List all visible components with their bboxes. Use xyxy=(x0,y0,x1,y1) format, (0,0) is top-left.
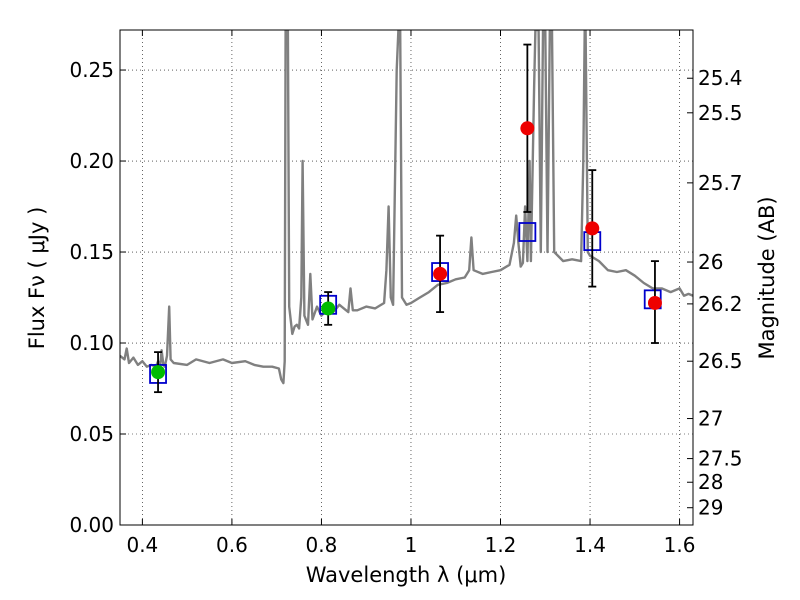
x-tick-label: 1.4 xyxy=(574,533,606,557)
y-tick-label: 0.20 xyxy=(69,149,114,173)
y2-tick-label: 28 xyxy=(698,470,723,494)
x-tick-label: 0.4 xyxy=(126,533,158,557)
detection-point xyxy=(520,121,535,136)
y-tick-label: 0.15 xyxy=(69,240,114,264)
y2-tick-label: 27 xyxy=(698,407,723,431)
detection-point xyxy=(647,295,662,310)
plot-background xyxy=(120,30,693,525)
x-tick-label: 1.2 xyxy=(485,533,517,557)
tick-layer xyxy=(120,30,693,526)
detection-point xyxy=(585,221,600,236)
y2-tick-label: 27.5 xyxy=(698,447,743,471)
y-tick-label: 0.00 xyxy=(69,513,114,537)
grid xyxy=(120,30,693,526)
y-tick-label: 0.05 xyxy=(69,422,114,446)
y-tick-label: 0.10 xyxy=(69,331,114,355)
label-layer: 0.4 0.6 0.8 1 1.2 1.4 1.6 0.00 0.05 0.10 0.15 0.20 0… xyxy=(69,58,742,557)
y2-tick-label: 25.5 xyxy=(698,101,743,125)
model-spectrum-line xyxy=(120,30,693,385)
x-axis-label: Wavelength λ (μm) xyxy=(306,563,507,587)
y2-tick-label: 25.7 xyxy=(698,171,743,195)
y2-tick-label: 26 xyxy=(698,250,723,274)
y2-tick-label: 25.4 xyxy=(698,66,743,90)
marker-layer xyxy=(149,43,662,394)
spectrum-layer xyxy=(120,30,693,385)
x-tick-label: 0.8 xyxy=(306,533,338,557)
detection-point xyxy=(321,301,336,316)
x-tick-label: 0.6 xyxy=(216,533,248,557)
detection-point xyxy=(151,365,166,380)
model-photometry-square xyxy=(518,222,537,242)
y-tick-label: 0.25 xyxy=(69,58,114,82)
x-tick-label: 1 xyxy=(405,533,418,557)
detection-point xyxy=(433,266,448,281)
plot-frame xyxy=(119,29,694,526)
y2-tick-label: 29 xyxy=(698,496,723,520)
y2-tick-label: 26.2 xyxy=(698,292,743,316)
y2-axis-label: Magnitude (AB) xyxy=(755,196,779,359)
y-axis-label: Flux Fν ( μJy ) xyxy=(25,207,49,350)
x-tick-label: 1.6 xyxy=(664,533,696,557)
y2-tick-label: 26.5 xyxy=(698,349,743,373)
